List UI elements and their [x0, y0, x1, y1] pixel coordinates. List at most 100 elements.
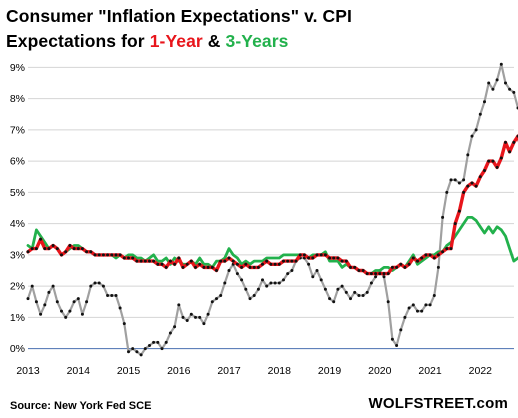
data-point-one-year	[323, 253, 327, 257]
data-point-cpi	[118, 306, 122, 310]
data-point-cpi	[39, 312, 43, 316]
data-point-one-year	[47, 247, 51, 251]
source-note: Source: New York Fed SCE	[10, 400, 152, 412]
x-tick-label: 2019	[318, 365, 342, 377]
data-point-one-year	[332, 256, 336, 260]
data-point-one-year	[290, 259, 294, 263]
data-point-one-year	[265, 259, 269, 263]
data-point-one-year	[499, 156, 503, 160]
data-point-one-year	[89, 250, 93, 254]
data-point-one-year	[319, 253, 323, 257]
data-point-cpi	[286, 272, 290, 276]
data-point-cpi	[277, 281, 281, 285]
y-tick-label: 5%	[10, 187, 25, 199]
data-point-cpi	[282, 278, 285, 282]
data-point-cpi	[416, 309, 419, 313]
data-point-one-year	[441, 250, 445, 254]
data-point-one-year	[185, 262, 189, 266]
data-point-cpi	[43, 303, 47, 307]
data-point-one-year	[156, 262, 160, 266]
chart-subtitle: Expectations for 1-Year & 3-Years	[6, 31, 289, 52]
data-point-one-year	[395, 265, 399, 269]
data-point-cpi	[156, 340, 160, 344]
data-point-cpi	[386, 300, 390, 304]
data-point-cpi	[72, 300, 76, 304]
data-point-cpi	[349, 297, 352, 301]
data-point-cpi	[101, 284, 105, 288]
data-point-one-year	[68, 244, 72, 247]
data-point-one-year	[93, 253, 97, 257]
data-point-cpi	[89, 284, 93, 288]
data-point-one-year	[302, 253, 306, 257]
data-point-one-year	[198, 262, 202, 266]
data-point-one-year	[34, 247, 38, 251]
data-point-cpi	[319, 278, 323, 282]
data-point-one-year	[60, 253, 63, 257]
data-point-one-year	[122, 256, 126, 260]
data-point-one-year	[407, 262, 411, 266]
data-point-one-year	[411, 256, 415, 260]
data-point-one-year	[282, 259, 285, 263]
data-point-one-year	[219, 259, 223, 263]
data-point-one-year	[164, 265, 168, 269]
x-tick-label: 2014	[67, 365, 91, 377]
data-point-one-year	[240, 265, 244, 269]
data-point-cpi	[449, 178, 453, 182]
data-point-one-year	[340, 259, 344, 263]
data-point-one-year	[39, 237, 43, 241]
y-tick-label: 9%	[10, 62, 25, 74]
data-point-cpi	[265, 284, 269, 288]
data-point-one-year	[51, 244, 55, 247]
data-point-cpi	[168, 331, 172, 335]
data-point-cpi	[382, 275, 386, 279]
series-layer	[26, 62, 518, 357]
data-point-cpi	[47, 290, 51, 294]
data-point-one-year	[353, 265, 357, 269]
y-tick-label: 7%	[10, 124, 25, 136]
x-tick-label: 2022	[469, 365, 493, 377]
data-point-cpi	[328, 297, 332, 301]
data-point-one-year	[160, 262, 164, 266]
data-point-cpi	[177, 303, 181, 307]
data-point-one-year	[30, 247, 34, 251]
data-point-one-year	[478, 175, 482, 179]
subtitle-series-three-year: 3-Years	[225, 31, 289, 51]
data-point-one-year	[474, 184, 478, 188]
data-point-one-year	[135, 259, 139, 263]
data-point-one-year	[504, 140, 507, 144]
data-point-one-year	[189, 259, 193, 263]
data-point-cpi	[97, 281, 101, 285]
x-tick-label: 2018	[268, 365, 292, 377]
data-point-cpi	[457, 181, 461, 185]
data-point-one-year	[416, 259, 419, 263]
data-point-cpi	[508, 87, 512, 91]
data-point-cpi	[474, 128, 478, 132]
data-point-cpi	[173, 325, 177, 329]
data-point-cpi	[424, 303, 428, 307]
data-point-one-year	[378, 272, 382, 276]
data-point-one-year	[449, 247, 453, 251]
data-point-cpi	[323, 287, 327, 291]
data-point-cpi	[148, 344, 151, 347]
data-point-cpi	[240, 278, 244, 282]
series-line-cpi	[26, 63, 518, 356]
data-point-cpi	[462, 178, 466, 182]
data-point-one-year	[181, 265, 185, 269]
data-point-one-year	[143, 259, 147, 263]
data-point-one-year	[495, 165, 499, 169]
y-tick-label: 6%	[10, 156, 25, 168]
data-point-cpi	[227, 269, 231, 272]
y-tick-label: 8%	[10, 93, 25, 105]
data-point-one-year	[369, 272, 373, 276]
data-point-cpi	[244, 287, 248, 291]
data-point-one-year	[118, 253, 122, 257]
data-point-one-year	[231, 259, 235, 263]
data-point-cpi	[189, 312, 193, 316]
data-point-cpi	[202, 322, 206, 326]
subtitle-prefix: Expectations for	[6, 31, 150, 51]
data-point-one-year	[202, 265, 206, 269]
data-point-cpi	[365, 290, 369, 294]
data-point-one-year	[152, 259, 156, 263]
data-point-one-year	[420, 256, 424, 260]
data-point-one-year	[173, 262, 177, 266]
